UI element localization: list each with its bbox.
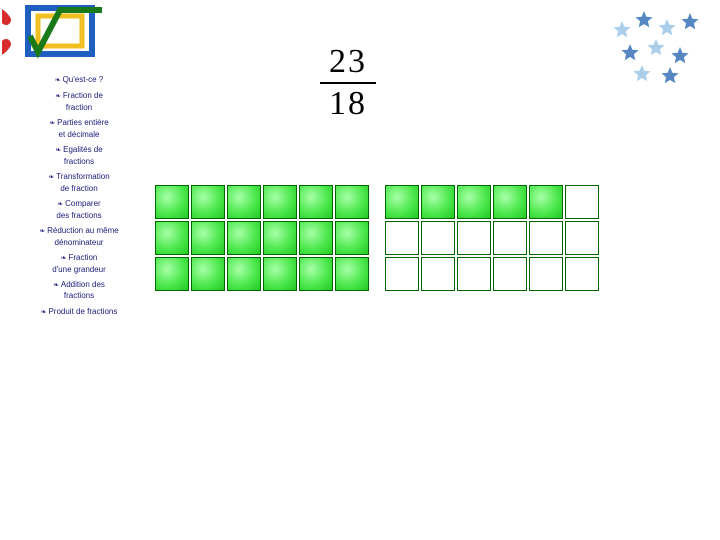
sidebar-item-label: Addition des [8,279,150,291]
sidebar-item-label: Comparer [8,198,150,210]
sidebar-item-sublabel: dénominateur [8,237,150,248]
sidebar-item-sublabel: fractions [8,290,150,301]
grid-cell [263,185,297,219]
grid-cell [385,185,419,219]
sidebar-item-sublabel: des fractions [8,210,150,221]
stars-deco [602,8,712,88]
star-icon [613,21,630,37]
grid-row [385,185,599,219]
fraction-denominator: 18 [320,87,376,121]
sidebar-nav: Qu'est-ce ? Fraction defraction Parties en… [0,70,150,321]
star-icon [635,11,652,27]
sidebar-item-0[interactable]: Qu'est-ce ? [8,74,150,86]
grid-cell [493,221,527,255]
grid-row [155,185,369,219]
sidebar-item-label: Transformation [8,171,150,183]
sidebar-item-9[interactable]: Produit de fractions [8,306,150,318]
grid-cell [227,257,261,291]
grid-cell [565,257,599,291]
grid-cell [385,257,419,291]
sidebar-item-sublabel: fractions [8,156,150,167]
star-icon [647,39,664,55]
sidebar-item-sublabel: et décimale [8,129,150,140]
grid-2 [385,185,599,291]
sidebar-item-1[interactable]: Fraction defraction [8,90,150,113]
grid-cell [335,257,369,291]
sidebar-item-sublabel: de fraction [8,183,150,194]
grid-cell [421,221,455,255]
grid-1 [155,185,369,291]
grid-cell [493,185,527,219]
fraction-grids [155,185,599,291]
sidebar-item-label: Parties entière [8,117,150,129]
star-icon [658,19,675,35]
fraction-numerator: 23 [320,45,376,79]
grid-cell [529,221,563,255]
sidebar-item-sublabel: fraction [8,102,150,113]
grid-cell [421,185,455,219]
grid-row [385,257,599,291]
grid-cell [191,257,225,291]
grid-cell [299,185,333,219]
sidebar-item-label: Réduction au même [8,225,150,237]
star-icon [661,67,678,83]
sidebar-item-5[interactable]: Comparerdes fractions [8,198,150,221]
grid-cell [457,221,491,255]
grid-cell [457,185,491,219]
app-logo [2,2,112,62]
grid-cell [493,257,527,291]
sidebar-item-label: Egalités de [8,144,150,156]
sidebar-item-3[interactable]: Egalités defractions [8,144,150,167]
sidebar-item-label: Qu'est-ce ? [8,74,150,86]
star-icon [621,44,638,60]
grid-cell [335,221,369,255]
sidebar-item-7[interactable]: Fractiond'une grandeur [8,252,150,275]
sidebar-item-4[interactable]: Transformationde fraction [8,171,150,194]
grid-row [155,257,369,291]
grid-cell [227,221,261,255]
grid-cell [529,185,563,219]
grid-cell [227,185,261,219]
grid-cell [565,221,599,255]
grid-cell [421,257,455,291]
grid-cell [565,185,599,219]
grid-cell [299,257,333,291]
grid-cell [385,221,419,255]
grid-cell [457,257,491,291]
grid-row [385,221,599,255]
star-icon [681,13,698,29]
star-icon [633,65,650,81]
grid-cell [263,221,297,255]
grid-cell [155,257,189,291]
grid-cell [191,221,225,255]
grid-cell [263,257,297,291]
sidebar-item-2[interactable]: Parties entièreet décimale [8,117,150,140]
grid-cell [529,257,563,291]
sidebar-item-8[interactable]: Addition desfractions [8,279,150,302]
grid-cell [191,185,225,219]
sidebar-item-label: Fraction [8,252,150,264]
sidebar-item-label: Fraction de [8,90,150,102]
fraction-display: 23 18 [320,45,376,121]
grid-cell [155,221,189,255]
star-icon [671,47,688,63]
fraction-bar [320,82,376,84]
sidebar-item-6[interactable]: Réduction au mêmedénominateur [8,225,150,248]
grid-cell [155,185,189,219]
grid-row [155,221,369,255]
grid-cell [299,221,333,255]
sidebar-item-sublabel: d'une grandeur [8,264,150,275]
grid-cell [335,185,369,219]
sidebar-item-label: Produit de fractions [8,306,150,318]
